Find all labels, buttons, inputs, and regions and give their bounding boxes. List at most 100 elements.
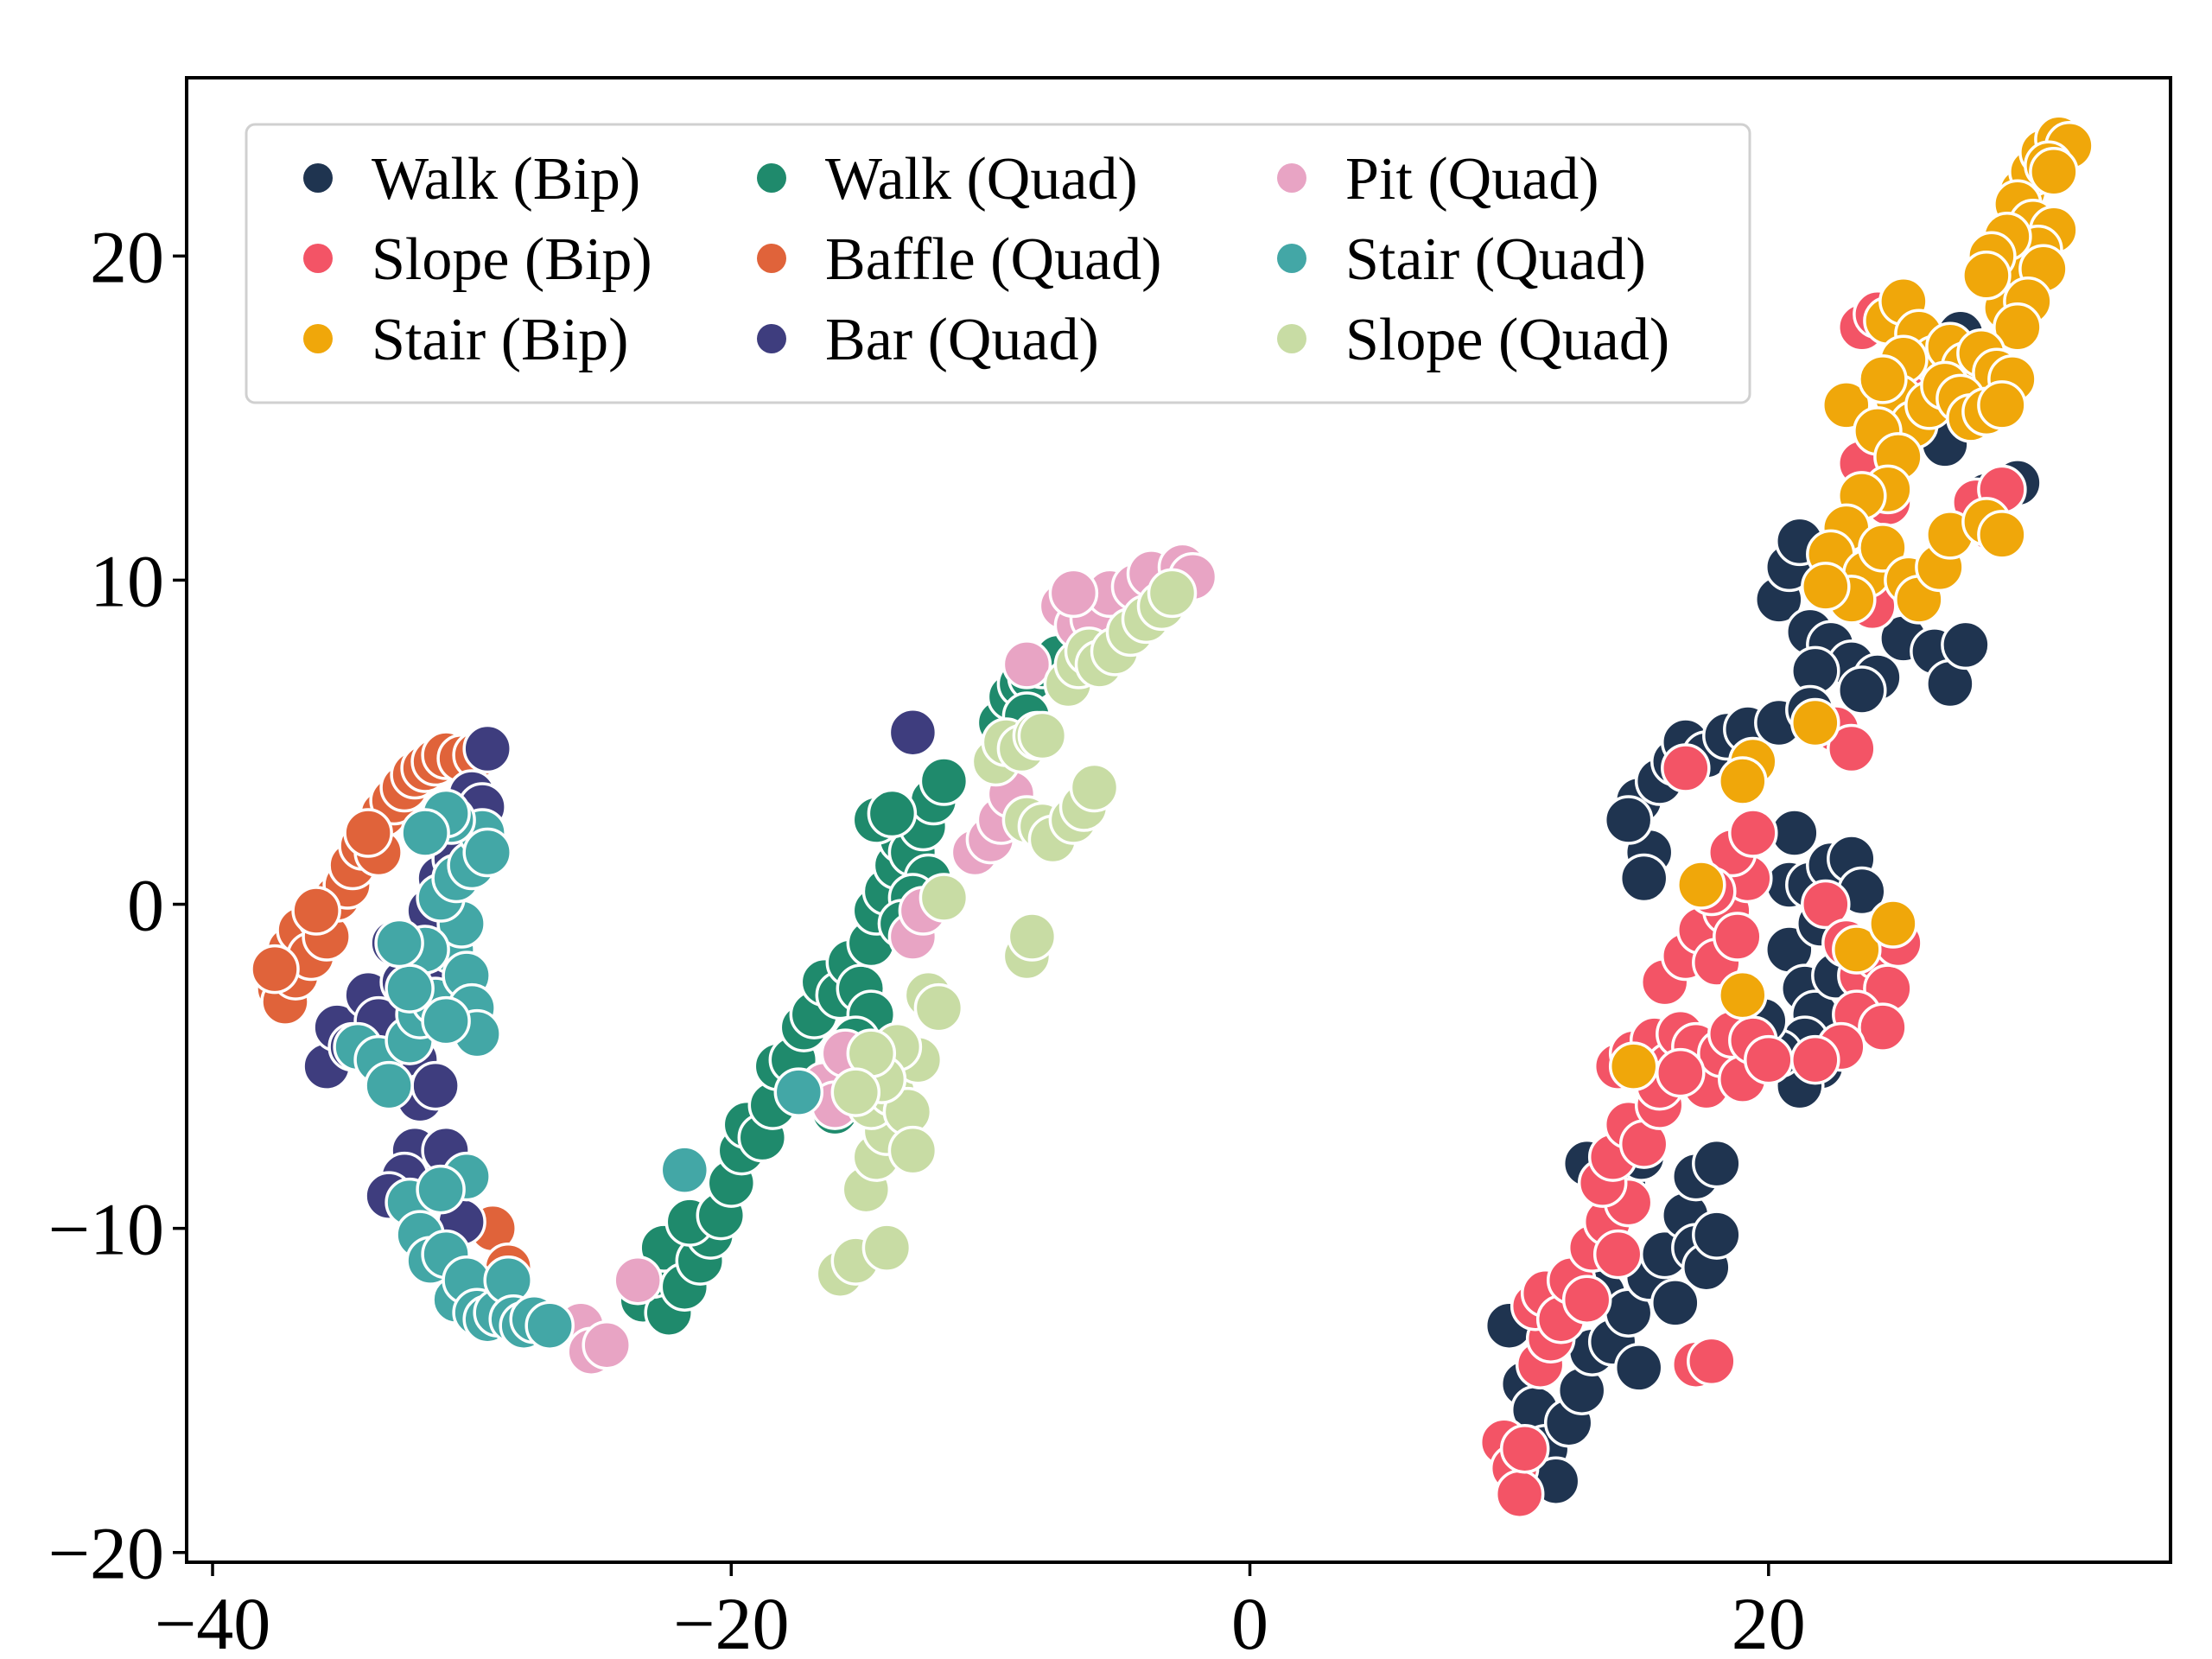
data-point bbox=[1048, 568, 1099, 619]
data-point bbox=[1499, 1423, 1550, 1474]
legend-item-stair-bip: Stair (Bip) bbox=[303, 307, 628, 373]
legend-item-pit-quad: Pit (Quad) bbox=[1277, 146, 1599, 213]
data-point bbox=[1770, 808, 1820, 858]
data-point bbox=[1692, 1138, 1742, 1189]
data-point bbox=[2029, 147, 2079, 197]
data-point bbox=[1603, 795, 1654, 845]
data-point bbox=[1007, 912, 1058, 962]
data-point bbox=[1618, 853, 1669, 904]
data-point bbox=[1656, 1047, 1706, 1098]
data-point bbox=[1827, 723, 1877, 774]
data-point bbox=[1728, 808, 1778, 858]
series-slope-quad bbox=[815, 568, 1198, 1299]
legend-marker bbox=[1277, 163, 1306, 193]
data-point bbox=[659, 1145, 710, 1195]
data-point bbox=[1017, 710, 1068, 761]
legend-marker bbox=[1277, 324, 1306, 353]
y-tick-label: 0 bbox=[127, 864, 164, 947]
legend-marker bbox=[1277, 244, 1306, 273]
data-point bbox=[364, 1060, 414, 1111]
data-point bbox=[421, 995, 471, 1046]
legend-item-walk-bip: Walk (Bip) bbox=[303, 146, 640, 213]
data-point bbox=[1650, 1278, 1700, 1328]
data-point bbox=[1676, 860, 1726, 910]
data-point bbox=[1868, 899, 1918, 949]
x-tick-label: −40 bbox=[155, 1582, 271, 1659]
data-point bbox=[1718, 756, 1768, 806]
data-point bbox=[400, 808, 450, 858]
data-point bbox=[582, 1319, 632, 1370]
legend-frame bbox=[245, 123, 1751, 404]
data-point bbox=[416, 1164, 466, 1215]
y-axis: −20 −10 0 10 20 bbox=[48, 215, 187, 1595]
data-point bbox=[1687, 1336, 1737, 1387]
legend: Walk (Bip) Slope (Bip) Stair (Bip) Walk (Qu… bbox=[245, 123, 1751, 404]
data-point bbox=[1993, 302, 2043, 353]
data-point bbox=[1790, 1034, 1840, 1085]
legend-marker bbox=[303, 244, 333, 273]
data-point bbox=[1661, 743, 1711, 793]
data-point bbox=[1977, 510, 2027, 560]
legend-label: Pit (Quad) bbox=[1345, 146, 1599, 213]
legend-label: Stair (Quad) bbox=[1345, 226, 1646, 293]
legend-label: Walk (Quad) bbox=[825, 146, 1138, 213]
legend-label: Baffle (Quad) bbox=[825, 226, 1161, 293]
y-tick-label: 20 bbox=[90, 215, 164, 298]
data-point bbox=[1692, 1210, 1742, 1260]
data-point bbox=[1613, 1343, 1664, 1393]
x-tick-label: 20 bbox=[1732, 1582, 1806, 1659]
data-point bbox=[1801, 562, 1851, 612]
legend-marker bbox=[757, 244, 786, 273]
data-point bbox=[1069, 762, 1120, 813]
data-point bbox=[291, 886, 341, 936]
data-point bbox=[887, 1125, 938, 1176]
data-point bbox=[343, 808, 393, 858]
legend-item-baffle-quad: Baffle (Quad) bbox=[757, 226, 1161, 293]
data-point bbox=[1744, 1034, 1794, 1085]
legend-item-stair-quad: Stair (Quad) bbox=[1277, 226, 1646, 293]
data-point bbox=[1977, 380, 2027, 430]
data-point bbox=[830, 1067, 881, 1117]
data-point bbox=[1790, 697, 1840, 748]
data-point bbox=[524, 1300, 575, 1351]
x-tick-label: 0 bbox=[1231, 1582, 1268, 1659]
data-point bbox=[1494, 1469, 1545, 1519]
data-point bbox=[773, 1067, 824, 1117]
series-pit-quad bbox=[556, 542, 1218, 1376]
data-point bbox=[1832, 925, 1882, 975]
axes-frame bbox=[185, 76, 2172, 1564]
data-points bbox=[250, 114, 2094, 1519]
data-point bbox=[385, 963, 435, 1014]
data-point bbox=[861, 1223, 912, 1273]
data-point bbox=[1561, 1274, 1612, 1325]
legend-item-bar-quad: Bar (Quad) bbox=[757, 307, 1099, 373]
legend-marker bbox=[303, 163, 333, 193]
data-point bbox=[1592, 1229, 1643, 1280]
data-point bbox=[462, 827, 512, 878]
legend-item-walk-quad: Walk (Quad) bbox=[757, 146, 1138, 213]
legend-label: Slope (Quad) bbox=[1345, 307, 1669, 373]
x-tick-label: −20 bbox=[673, 1582, 790, 1659]
x-axis: −40 −20 0 20 bbox=[155, 1562, 1806, 1659]
legend-marker bbox=[757, 163, 786, 193]
data-point bbox=[374, 918, 424, 969]
legend-marker bbox=[303, 324, 333, 353]
series-stair-bip bbox=[1608, 114, 2094, 1091]
data-point bbox=[1718, 969, 1768, 1020]
data-point bbox=[1608, 1041, 1659, 1091]
data-point bbox=[1961, 251, 2012, 301]
legend-marker bbox=[757, 324, 786, 353]
series-stair-quad bbox=[333, 788, 824, 1351]
y-tick-label: −20 bbox=[48, 1512, 164, 1595]
data-point bbox=[250, 944, 300, 995]
data-point bbox=[1001, 639, 1052, 690]
data-point bbox=[1147, 568, 1198, 619]
data-point bbox=[913, 982, 964, 1033]
data-point bbox=[410, 1060, 461, 1111]
data-point bbox=[1941, 620, 1991, 671]
data-point bbox=[1837, 665, 1887, 715]
data-point bbox=[1801, 879, 1851, 930]
y-tick-label: −10 bbox=[48, 1188, 164, 1271]
series-walk-quad bbox=[618, 632, 1084, 1338]
